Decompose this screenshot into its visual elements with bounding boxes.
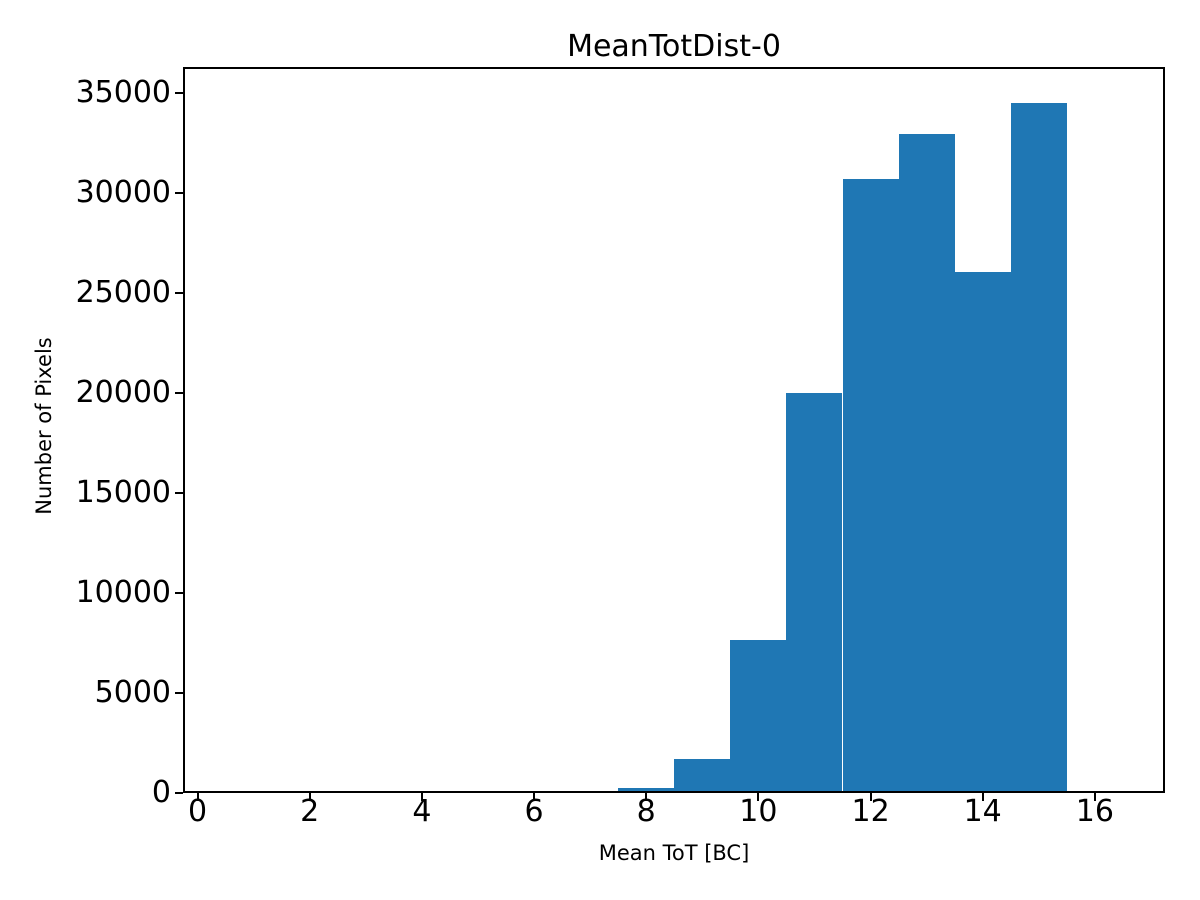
y-tick-label: 0	[151, 775, 171, 810]
y-tick-label: 25000	[75, 275, 171, 310]
y-tick-mark	[175, 292, 183, 294]
bars-layer	[183, 67, 1165, 793]
y-axis-title: Number of Pixels	[32, 337, 56, 515]
histogram-bar	[1010, 103, 1067, 793]
x-tick-label: 2	[300, 794, 320, 829]
x-tick-mark	[308, 793, 311, 801]
x-tick-label: 16	[1075, 794, 1114, 829]
y-tick-mark	[175, 392, 183, 394]
y-tick-mark	[175, 592, 183, 594]
x-tick-mark	[196, 793, 199, 801]
x-tick-label: 12	[851, 794, 890, 829]
y-tick-mark	[175, 792, 183, 794]
histogram-bar	[618, 788, 675, 793]
x-tick-label: 4	[412, 794, 432, 829]
y-tick-mark	[175, 192, 183, 194]
histogram-bar	[730, 640, 787, 793]
y-tick-label: 30000	[75, 175, 171, 210]
x-tick-mark	[533, 793, 536, 801]
x-tick-label: 10	[739, 794, 778, 829]
x-tick-mark	[645, 793, 648, 801]
y-tick-label: 15000	[75, 475, 171, 510]
histogram-bar	[842, 179, 899, 793]
histogram-bar	[898, 134, 955, 793]
x-axis-title: Mean ToT [BC]	[598, 841, 750, 865]
x-tick-mark	[981, 793, 984, 801]
x-tick-label: 14	[963, 794, 1002, 829]
x-tick-mark	[869, 793, 872, 801]
y-tick-mark	[175, 92, 183, 94]
chart-title: MeanTotDist-0	[567, 29, 781, 64]
y-tick-label: 35000	[75, 75, 171, 110]
x-tick-label: 0	[188, 794, 208, 829]
y-tick-label: 5000	[94, 675, 171, 710]
y-tick-mark	[175, 492, 183, 494]
histogram-bar	[674, 759, 731, 793]
plot-area	[183, 67, 1165, 793]
x-tick-label: 6	[524, 794, 544, 829]
histogram-bar	[786, 393, 843, 793]
y-tick-label: 10000	[75, 575, 171, 610]
x-tick-label: 8	[636, 794, 656, 829]
y-tick-mark	[175, 692, 183, 694]
histogram-bar	[954, 272, 1011, 793]
x-tick-mark	[420, 793, 423, 801]
x-tick-mark	[1093, 793, 1096, 801]
x-tick-mark	[757, 793, 760, 801]
y-tick-label: 20000	[75, 375, 171, 410]
